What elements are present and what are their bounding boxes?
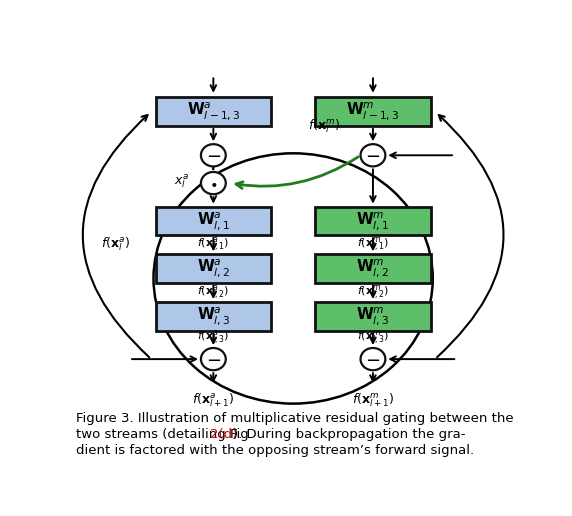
- Text: $\mathbf{W}^m_{l,2}$: $\mathbf{W}^m_{l,2}$: [356, 257, 390, 279]
- Circle shape: [201, 172, 226, 194]
- Text: $f(\mathbf{x}^m_l)$: $f(\mathbf{x}^m_l)$: [308, 118, 340, 135]
- Text: Figure 3. Illustration of multiplicative residual gating between the: Figure 3. Illustration of multiplicative…: [76, 412, 514, 425]
- Text: $f(\mathbf{x}^a_l)$: $f(\mathbf{x}^a_l)$: [101, 236, 130, 253]
- Circle shape: [360, 348, 386, 370]
- Text: $\mathbf{W}^m_{l-1,3}$: $\mathbf{W}^m_{l-1,3}$: [347, 101, 399, 122]
- Text: $f(\mathbf{x}^a_{l+1})$: $f(\mathbf{x}^a_{l+1})$: [192, 392, 235, 409]
- Text: $f(\mathbf{x}^m_{l,1})$: $f(\mathbf{x}^m_{l,1})$: [357, 235, 389, 254]
- Text: $\mathbf{W}^m_{l,3}$: $\mathbf{W}^m_{l,3}$: [356, 305, 390, 327]
- Text: $\mathbf{W}^a_{l,3}$: $\mathbf{W}^a_{l,3}$: [197, 305, 230, 327]
- Text: $x^a_l$: $x^a_l$: [174, 172, 189, 190]
- Text: 2(d): 2(d): [210, 428, 237, 441]
- Text: $f(\mathbf{x}^m_{l+1})$: $f(\mathbf{x}^m_{l+1})$: [352, 392, 394, 409]
- Text: two streams (detailing Fig.: two streams (detailing Fig.: [76, 428, 257, 441]
- FancyBboxPatch shape: [156, 254, 271, 283]
- Text: $f(\mathbf{x}^a_{l,3})$: $f(\mathbf{x}^a_{l,3})$: [197, 329, 229, 347]
- FancyBboxPatch shape: [156, 206, 271, 235]
- Text: $f(\mathbf{x}^a_{l,1})$: $f(\mathbf{x}^a_{l,1})$: [197, 235, 229, 254]
- Text: $f(\mathbf{x}^m_{l,3})$: $f(\mathbf{x}^m_{l,3})$: [357, 329, 389, 347]
- FancyBboxPatch shape: [156, 98, 271, 126]
- Text: $-$: $-$: [206, 350, 221, 368]
- Text: ). During backpropagation the gra-: ). During backpropagation the gra-: [233, 428, 466, 441]
- Circle shape: [201, 144, 226, 167]
- FancyBboxPatch shape: [315, 254, 431, 283]
- FancyBboxPatch shape: [156, 302, 271, 331]
- FancyBboxPatch shape: [315, 98, 431, 126]
- Text: $-$: $-$: [366, 350, 380, 368]
- FancyBboxPatch shape: [315, 206, 431, 235]
- Circle shape: [360, 144, 386, 167]
- Text: dient is factored with the opposing stream’s forward signal.: dient is factored with the opposing stre…: [76, 444, 474, 457]
- Text: $\mathbf{W}^a_{l-1,3}$: $\mathbf{W}^a_{l-1,3}$: [187, 101, 240, 122]
- Text: $\mathbf{W}^a_{l,1}$: $\mathbf{W}^a_{l,1}$: [197, 210, 230, 232]
- Text: $\mathbf{W}^m_{l,1}$: $\mathbf{W}^m_{l,1}$: [356, 210, 390, 232]
- Text: $-$: $-$: [366, 147, 380, 164]
- Text: $f(\mathbf{x}^m_{l,2})$: $f(\mathbf{x}^m_{l,2})$: [357, 283, 389, 301]
- Circle shape: [201, 348, 226, 370]
- Text: $-$: $-$: [206, 147, 221, 164]
- Text: $\bullet$: $\bullet$: [209, 176, 217, 190]
- Text: $\mathbf{W}^a_{l,2}$: $\mathbf{W}^a_{l,2}$: [197, 257, 230, 279]
- Text: $f(\mathbf{x}^a_{l,2})$: $f(\mathbf{x}^a_{l,2})$: [197, 283, 229, 301]
- FancyBboxPatch shape: [315, 302, 431, 331]
